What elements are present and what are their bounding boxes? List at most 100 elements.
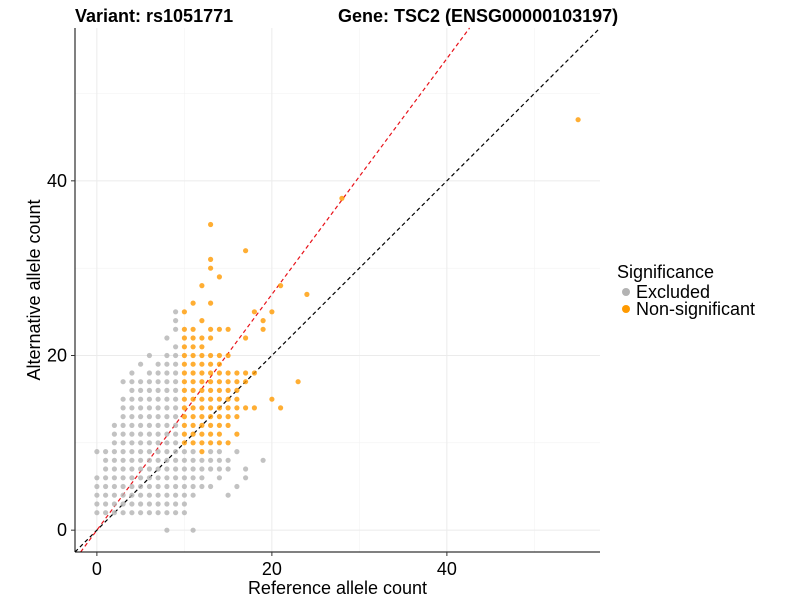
data-point <box>208 300 214 306</box>
data-point <box>138 483 144 490</box>
data-point <box>138 405 144 411</box>
data-point <box>111 475 117 481</box>
data-point <box>111 510 117 516</box>
data-point <box>146 483 152 490</box>
data-point <box>243 248 249 254</box>
data-point <box>199 440 205 446</box>
data-point <box>199 370 205 376</box>
data-point <box>181 352 187 359</box>
data-point <box>208 265 214 271</box>
data-point <box>120 396 126 402</box>
data-point <box>129 396 135 402</box>
data-point <box>129 501 135 507</box>
data-point <box>173 422 179 428</box>
data-point <box>120 501 126 507</box>
data-point <box>199 379 205 385</box>
data-point <box>208 361 214 367</box>
data-point <box>278 405 284 411</box>
data-point <box>181 335 187 341</box>
data-point <box>120 431 126 437</box>
data-point <box>103 475 109 481</box>
y-tick-label: 20 <box>47 346 67 366</box>
data-point <box>181 422 187 428</box>
data-point <box>243 405 249 411</box>
x-tick-label: 0 <box>92 559 102 579</box>
data-point <box>103 483 109 490</box>
data-point <box>181 396 187 402</box>
x-tick-label: 20 <box>262 559 282 579</box>
data-point <box>129 414 135 420</box>
data-point <box>190 475 196 481</box>
data-point <box>208 335 214 341</box>
data-point <box>173 483 179 490</box>
data-point <box>146 422 152 428</box>
data-point <box>146 501 152 507</box>
data-point <box>173 449 179 455</box>
data-point <box>243 475 249 481</box>
data-point <box>199 449 205 455</box>
data-point <box>138 431 144 437</box>
data-point <box>339 195 345 201</box>
data-point <box>216 352 222 359</box>
data-point <box>225 422 231 428</box>
data-point <box>304 291 310 297</box>
data-point <box>173 414 179 420</box>
data-point <box>155 492 161 498</box>
data-point <box>138 396 144 402</box>
data-point <box>155 475 161 481</box>
data-point <box>155 422 161 428</box>
axes <box>74 28 600 553</box>
data-point <box>190 440 196 446</box>
data-point <box>138 449 144 455</box>
data-point <box>208 466 214 472</box>
data-point <box>138 475 144 481</box>
data-point <box>181 475 187 481</box>
data-point <box>138 510 144 516</box>
data-point <box>111 501 117 507</box>
data-point <box>208 431 214 437</box>
data-point <box>164 527 170 533</box>
data-point <box>120 492 126 498</box>
data-point <box>199 283 205 289</box>
data-point <box>190 492 196 498</box>
data-point <box>208 405 214 411</box>
data-point <box>181 361 187 367</box>
data-point <box>216 475 222 481</box>
data-point <box>155 501 161 507</box>
data-point <box>173 457 179 463</box>
data-point <box>251 370 257 376</box>
data-point <box>138 492 144 498</box>
data-point <box>173 492 179 498</box>
data-point <box>199 422 205 428</box>
data-point <box>216 431 222 437</box>
data-point <box>173 501 179 507</box>
data-point <box>129 379 135 385</box>
data-point <box>155 457 161 463</box>
data-point <box>208 326 214 332</box>
data-point <box>181 431 187 437</box>
data-point <box>164 414 170 420</box>
data-point <box>199 483 205 490</box>
data-point <box>181 449 187 455</box>
data-point <box>234 414 240 420</box>
data-point <box>199 466 205 472</box>
legend-label: Excluded <box>636 282 710 302</box>
y-tick-label: 40 <box>47 171 67 191</box>
data-point <box>234 405 240 411</box>
data-point <box>155 483 161 490</box>
data-point <box>120 405 126 411</box>
data-point <box>199 387 205 393</box>
data-point <box>216 414 222 420</box>
data-point <box>216 326 222 332</box>
data-point <box>181 309 187 315</box>
data-point <box>225 387 231 393</box>
data-point <box>129 457 135 463</box>
data-point <box>173 466 179 472</box>
data-point <box>155 370 161 376</box>
data-point <box>190 344 196 350</box>
legend-key-non-significant <box>622 305 630 313</box>
data-point <box>234 396 240 402</box>
data-point <box>190 405 196 411</box>
data-point <box>103 466 109 472</box>
data-point <box>216 466 222 472</box>
